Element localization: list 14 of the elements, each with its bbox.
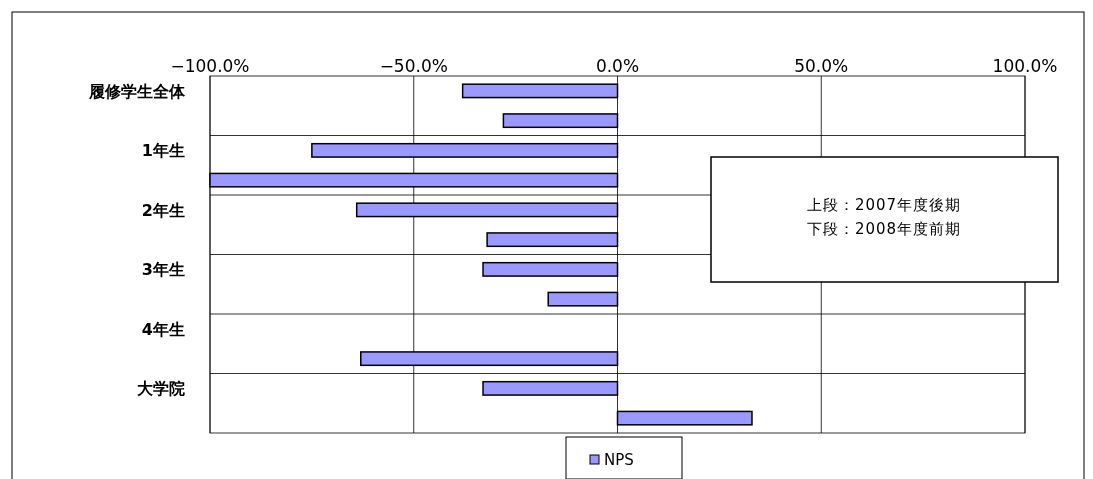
y-tick-label: 1年生 [141,141,185,161]
legend-label: NPS [604,451,634,469]
y-tick-label: 大学院 [137,379,185,399]
annotation: 上段：2007年度後期 [806,196,962,214]
y-tick-label: 履修学生全体 [88,81,186,101]
y-tick-label: 2年生 [141,200,185,220]
annotation: 下段：2008年度前期 [806,220,962,238]
x-tick-label: 100.0% [992,56,1058,76]
x-tick-label: 50.0% [794,56,849,76]
y-tick-label: 4年生 [141,319,185,339]
x-tick-label: −50.0% [379,56,448,76]
y-tick-label: 3年生 [141,260,185,280]
x-tick-label: 0.0% [595,56,640,76]
x-tick-label: −100.0% [170,56,250,76]
